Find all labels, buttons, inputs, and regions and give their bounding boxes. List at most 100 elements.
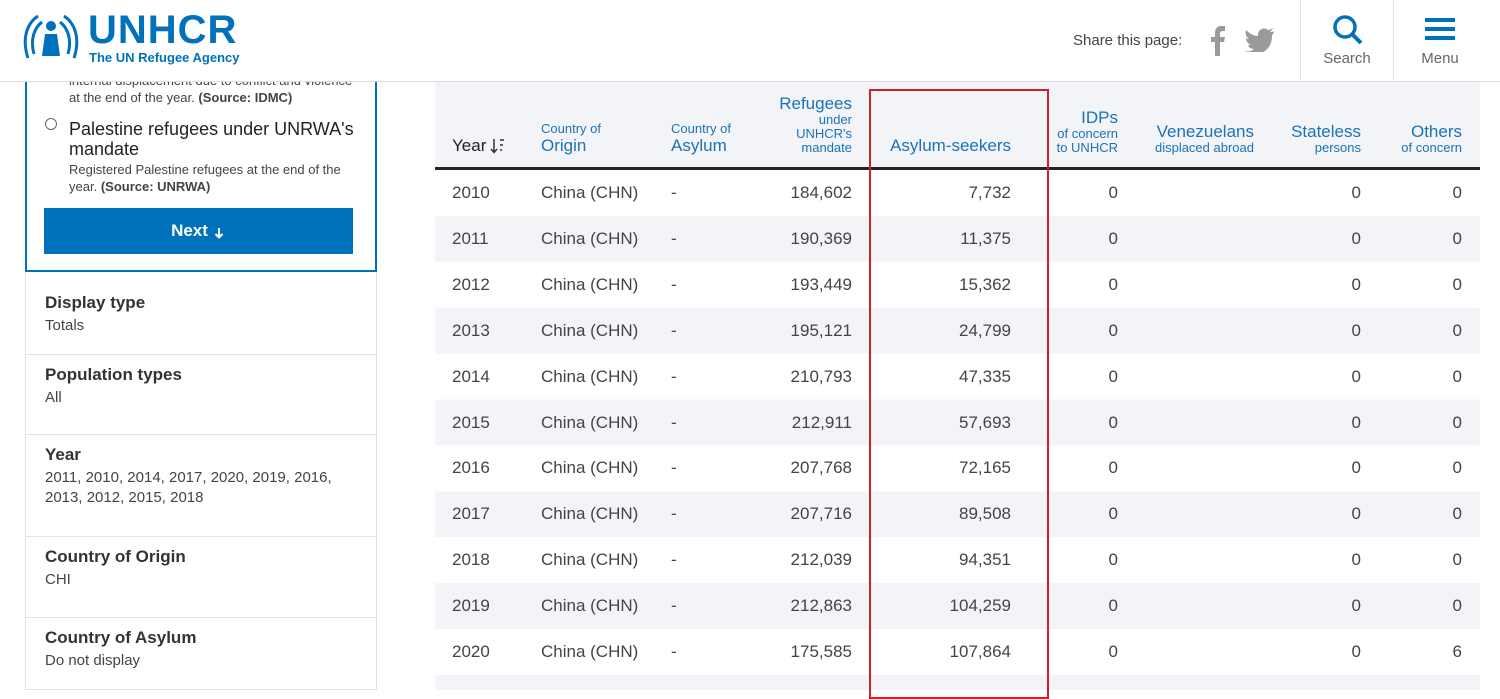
header-rule (435, 167, 1480, 170)
table-cell: 193,449 (790, 274, 852, 294)
facebook-icon[interactable] (1210, 26, 1226, 56)
filter-item[interactable]: Population types All (26, 355, 376, 435)
header-sub: of concern (1401, 140, 1462, 155)
table-cell: 2019 (452, 596, 490, 616)
table-cell: 2015 (452, 412, 490, 432)
option-label[interactable]: Palestine refugees under UNRWA's mandate (69, 119, 354, 159)
table-row (435, 399, 1480, 446)
header-label: Venezuelans (1157, 122, 1254, 141)
filter-value: CHI (45, 571, 71, 588)
table-row (435, 674, 1480, 690)
filter-item[interactable]: Year 2011, 2010, 2014, 2017, 2020, 2019, … (26, 435, 376, 537)
table-cell: 57,693 (959, 412, 1011, 432)
table-cell: 0 (1351, 320, 1361, 340)
header-label: IDPs (1081, 108, 1118, 127)
site-header: UNHCR The UN Refugee Agency Share this p… (0, 0, 1500, 82)
table-cell: 2013 (452, 320, 490, 340)
table-cell: 212,863 (790, 596, 852, 616)
header-pre: Country of (541, 121, 601, 136)
table-row (435, 537, 1480, 584)
logo-icon[interactable] (20, 10, 82, 64)
table-cell: China (CHN) (541, 504, 639, 524)
table-cell: - (671, 412, 677, 432)
table-cell: 0 (1108, 320, 1118, 340)
table-cell: 2014 (452, 366, 490, 386)
header-text: Others (1410, 122, 1462, 141)
table-cell: 0 (1452, 274, 1462, 294)
column-header[interactable]: Refugees under UNHCR's mandate (772, 86, 852, 155)
column-header[interactable]: Asylum-seekers (881, 86, 1011, 155)
column-header[interactable]: IDPs of concern to UNHCR (1043, 86, 1118, 155)
twitter-icon[interactable] (1245, 28, 1275, 52)
table-cell: 94,351 (959, 550, 1011, 570)
table-cell: China (CHN) (541, 550, 639, 570)
menu-button[interactable]: Menu (1394, 0, 1486, 81)
header-sub: displaced abroad (1154, 140, 1254, 155)
header-label: Year (452, 136, 532, 155)
table-cell: 2011 (452, 228, 489, 248)
header-text: Venezuelans (1156, 122, 1254, 141)
next-button[interactable]: Next (44, 208, 353, 254)
table-cell: - (671, 596, 677, 616)
table-cell: 0 (1351, 550, 1361, 570)
table-cell: 0 (1351, 596, 1361, 616)
table-cell: 2010 (452, 183, 490, 202)
table-cell: China (CHN) (541, 320, 639, 340)
table-cell: 0 (1452, 550, 1462, 570)
table-cell: 2020 (452, 642, 490, 661)
column-header[interactable]: Stateless persons (1271, 86, 1361, 155)
filter-value: Do not display (45, 652, 141, 669)
table-row (435, 445, 1480, 492)
divider (1300, 0, 1301, 81)
table-cell: 184,602 (790, 183, 852, 202)
column-header[interactable]: Others of concern (1372, 86, 1462, 155)
share-label: Share this page: (1073, 32, 1183, 49)
table-header-bg (435, 82, 1480, 168)
table-cell: 0 (1351, 274, 1361, 294)
source: (Source: UNRWA) (100, 179, 211, 194)
table-cell: China (CHN) (541, 412, 639, 432)
table-cell: 0 (1351, 504, 1361, 524)
table-row (435, 307, 1480, 354)
table-cell: 0 (1452, 320, 1462, 340)
logo-name[interactable]: UNHCR (88, 8, 238, 52)
radio[interactable] (44, 117, 58, 131)
table-cell: 207,768 (790, 458, 852, 478)
table-cell: 0 (1108, 412, 1118, 432)
column-header[interactable]: Year (452, 86, 532, 155)
header-sub: persons (1314, 140, 1361, 155)
table-cell: 0 (1452, 228, 1462, 248)
table-cell: China (CHN) (541, 366, 639, 386)
column-header[interactable]: Venezuelans displaced abroad (1144, 86, 1254, 155)
header-label: Others (1411, 122, 1462, 141)
table-cell: 0 (1452, 596, 1462, 616)
table-cell: China (CHN) (541, 596, 639, 616)
search-button[interactable]: Search (1301, 0, 1393, 81)
filter-title: Population types (45, 365, 182, 384)
option-panel: internal displacement due to conflict an… (25, 40, 377, 272)
table-cell: 0 (1452, 458, 1462, 478)
highlight-box (869, 89, 1049, 699)
filter-item[interactable]: Country of Origin CHI (26, 537, 376, 618)
header-label: Origin (541, 136, 666, 155)
table-row (435, 353, 1480, 400)
column-header[interactable]: Country of Origin (541, 86, 666, 155)
filter-title: Display type (45, 293, 146, 312)
header-sub: under UNHCR's mandate (796, 112, 852, 155)
next-label: Next (171, 221, 208, 240)
table-cell: 0 (1108, 642, 1118, 661)
table-cell: - (671, 504, 677, 524)
sort-icon[interactable] (490, 137, 506, 155)
header-text: IDPs (1081, 108, 1118, 127)
header-text: Refugees (779, 94, 852, 113)
column-header[interactable]: Country of Asylum (671, 86, 771, 155)
table-cell: 0 (1452, 366, 1462, 386)
filter-title: Year (45, 445, 81, 464)
filter-item[interactable]: Display type Totals (26, 283, 376, 355)
table-cell: 212,911 (791, 412, 852, 432)
table-cell: 0 (1452, 183, 1462, 202)
divider (1393, 0, 1394, 81)
table-cell: 0 (1108, 274, 1118, 294)
table-cell: 175,585 (790, 642, 852, 661)
